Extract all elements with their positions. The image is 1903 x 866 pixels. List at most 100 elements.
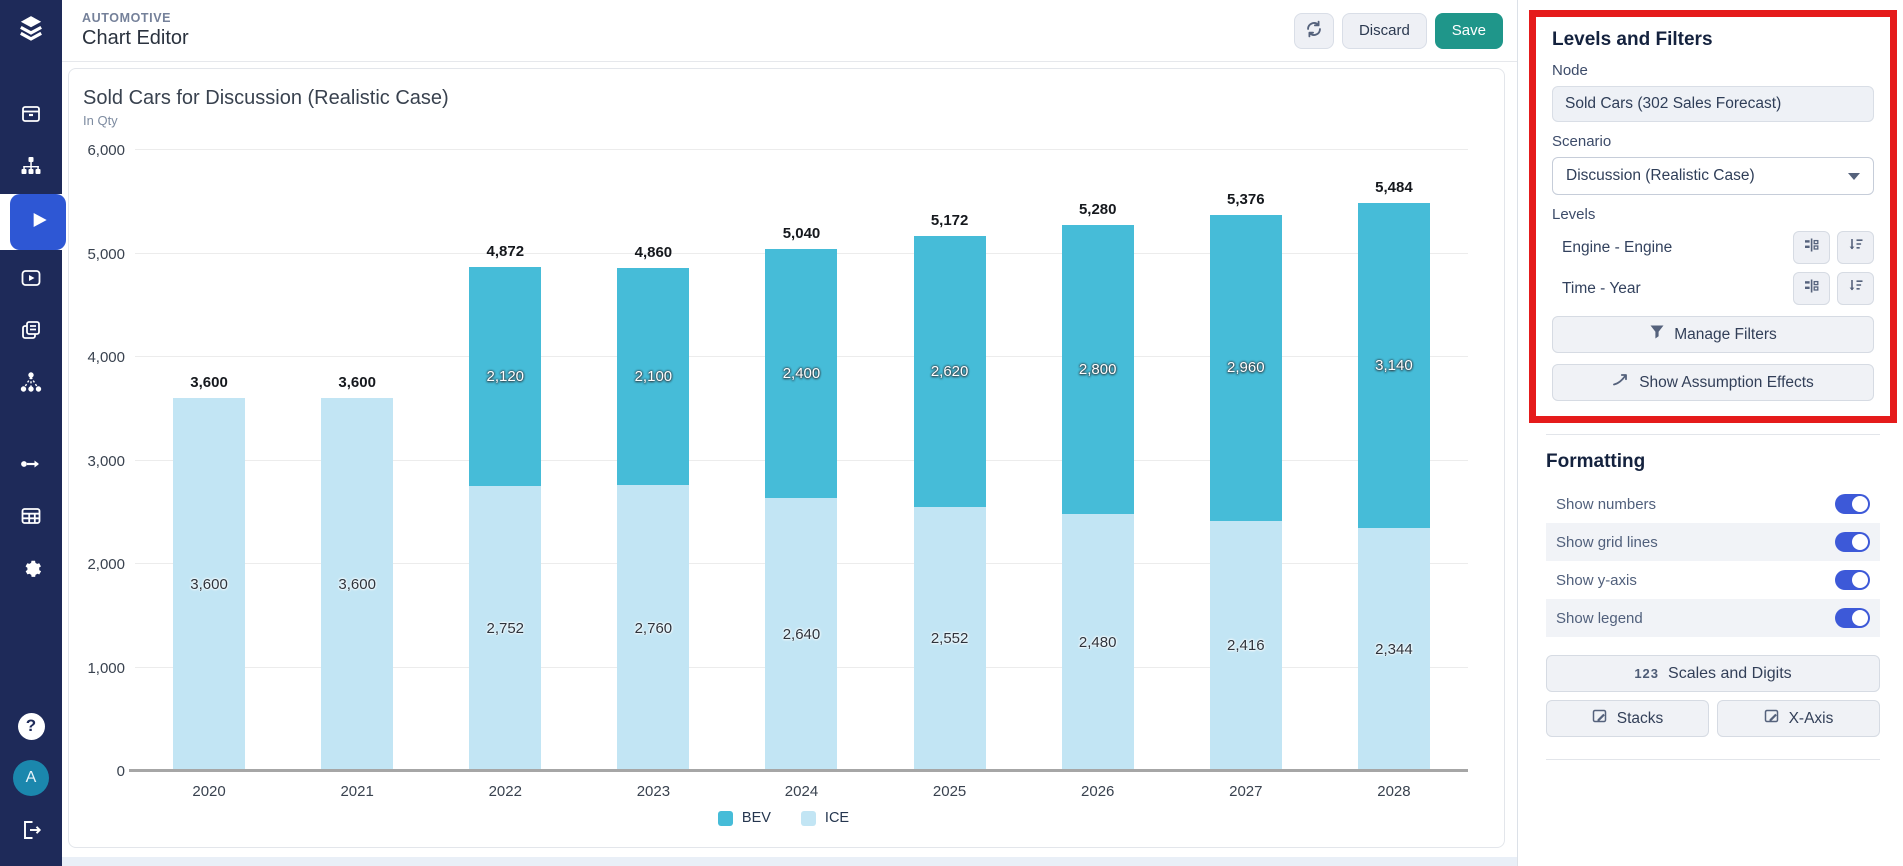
show-assumption-effects-button[interactable]: Show Assumption Effects xyxy=(1552,364,1874,401)
sidebar-item-model[interactable] xyxy=(0,140,62,192)
y-axis-tick-label: 4,000 xyxy=(87,349,125,366)
top-header: AUTOMOTIVE Chart Editor xyxy=(62,0,1517,62)
toggle-row-show-grid-lines: Show grid lines xyxy=(1546,523,1880,561)
bar-segment-bev[interactable]: 3,140 xyxy=(1357,203,1430,529)
x-axis-button[interactable]: X-Axis xyxy=(1717,700,1880,737)
level-select-button[interactable] xyxy=(1793,272,1830,305)
edit-box-icon xyxy=(1592,708,1608,729)
toggle-label: Show numbers xyxy=(1556,495,1657,513)
total-label: 4,860 xyxy=(634,244,673,261)
chevron-down-icon xyxy=(1848,172,1860,180)
play-icon xyxy=(25,207,51,238)
sidebar-item-logout[interactable] xyxy=(0,804,62,856)
save-button[interactable]: Save xyxy=(1434,12,1503,49)
bar-group-2024[interactable]: 5,040 2,400 2,640 xyxy=(727,150,875,771)
legend-label: ICE xyxy=(824,810,850,826)
table-icon xyxy=(19,504,43,528)
avatar: A xyxy=(13,760,49,796)
show-assumption-label: Show Assumption Effects xyxy=(1639,373,1814,391)
bar-segment-ice[interactable]: 2,640 xyxy=(765,497,838,771)
toggle-row-show-numbers: Show numbers xyxy=(1546,485,1880,523)
sidebar-item-simulation-active[interactable] xyxy=(10,194,66,250)
bar-segment-bev[interactable]: 2,400 xyxy=(765,249,838,498)
bar-segment-bev[interactable]: 2,960 xyxy=(1209,214,1282,521)
bar-segment-ice[interactable]: 3,600 xyxy=(321,398,394,771)
right-panel: Levels and Filters Node Sold Cars (302 S… xyxy=(1517,0,1903,866)
sort-descending-icon xyxy=(1848,237,1864,258)
discard-button[interactable]: Discard xyxy=(1341,12,1427,49)
stacked-bar: 3,140 2,344 xyxy=(1357,203,1430,771)
sidebar-item-settings[interactable] xyxy=(0,542,62,594)
layers-logo-icon xyxy=(16,14,46,44)
legend-label: BEV xyxy=(741,810,771,826)
bar-segment-ice[interactable]: 2,344 xyxy=(1357,528,1430,771)
level-name: Engine - Engine xyxy=(1562,238,1673,256)
scales-and-digits-button[interactable]: 123 Scales and Digits xyxy=(1546,655,1880,692)
total-label: 5,376 xyxy=(1227,190,1265,208)
legend-item-ice[interactable]: ICE xyxy=(800,810,850,826)
legend-item-bev[interactable]: BEV xyxy=(717,810,771,826)
total-label: 3,600 xyxy=(338,374,376,392)
network-nodes-icon xyxy=(19,370,43,394)
bar-group-2027[interactable]: 5,376 2,960 2,416 xyxy=(1172,150,1320,771)
bar-segment-ice[interactable]: 3,600 xyxy=(173,398,246,771)
x-axis-baseline xyxy=(129,769,1468,772)
show-grid-lines-toggle[interactable] xyxy=(1835,532,1870,552)
bar-segment-ice[interactable]: 2,416 xyxy=(1209,520,1282,771)
level-sort-button[interactable] xyxy=(1837,231,1874,264)
scenario-select[interactable]: Discussion (Realistic Case) xyxy=(1552,157,1874,195)
stacks-button[interactable]: Stacks xyxy=(1546,700,1709,737)
bar-segment-ice[interactable]: 2,552 xyxy=(913,506,986,771)
bar-segment-ice[interactable]: 2,760 xyxy=(617,485,690,771)
sidebar-active-row xyxy=(0,194,66,250)
bar-group-2025[interactable]: 5,172 2,620 2,552 xyxy=(876,150,1024,771)
bar-group-2020[interactable]: 3,600 3,600 xyxy=(135,150,283,771)
level-sort-button[interactable] xyxy=(1837,272,1874,305)
bar-segment-ice[interactable]: 2,752 xyxy=(469,486,542,771)
app-logo[interactable] xyxy=(0,0,62,58)
x-axis-tick-label: 2028 xyxy=(1377,783,1411,800)
stacked-bar: 2,800 2,480 xyxy=(1061,224,1134,771)
bar-segment-bev[interactable]: 2,100 xyxy=(617,268,690,486)
bar-group-2023[interactable]: 4,860 2,100 2,760 xyxy=(579,150,727,771)
level-select-button[interactable] xyxy=(1793,231,1830,264)
manage-filters-button[interactable]: Manage Filters xyxy=(1552,316,1874,353)
sidebar-item-tables[interactable] xyxy=(0,490,62,542)
trend-arrow-icon xyxy=(1612,372,1630,393)
bar-segment-bev[interactable]: 2,620 xyxy=(913,235,986,507)
y-axis-tick-label: 3,000 xyxy=(87,452,125,470)
bar-group-2022[interactable]: 4,872 2,120 2,752 xyxy=(431,150,579,771)
bottom-strip xyxy=(62,857,1517,866)
refresh-button[interactable] xyxy=(1293,12,1334,49)
breadcrumb: AUTOMOTIVE xyxy=(82,11,172,25)
sidebar-item-flows[interactable] xyxy=(0,438,62,490)
bar-segment-ice[interactable]: 2,480 xyxy=(1061,514,1134,771)
show-numbers-toggle[interactable] xyxy=(1835,494,1870,514)
page-title: Chart Editor xyxy=(82,27,189,49)
x-axis-tick-label: 2021 xyxy=(340,783,374,800)
toggle-knob xyxy=(1852,572,1868,588)
logout-icon xyxy=(19,818,43,842)
gear-icon xyxy=(19,556,44,581)
user-avatar[interactable]: A xyxy=(0,752,62,804)
bar-segment-bev[interactable]: 2,120 xyxy=(469,266,542,487)
gridline xyxy=(135,149,1468,150)
sidebar-item-reports[interactable] xyxy=(0,304,62,356)
show-legend-toggle[interactable] xyxy=(1835,608,1870,628)
y-axis-tick-label: 1,000 xyxy=(87,659,125,677)
bar-group-2026[interactable]: 5,280 2,800 2,480 xyxy=(1024,150,1172,771)
sidebar-item-workspace[interactable] xyxy=(0,88,62,140)
sidebar-item-drivers[interactable] xyxy=(0,356,62,408)
refresh-icon xyxy=(1303,18,1325,44)
bar-group-2021[interactable]: 3,600 3,600 xyxy=(283,150,431,771)
sidebar-item-help[interactable]: ? xyxy=(0,700,62,752)
show-y-axis-toggle[interactable] xyxy=(1835,570,1870,590)
sidebar-item-presentations[interactable] xyxy=(0,252,62,304)
levels-filters-heading: Levels and Filters xyxy=(1552,29,1713,50)
total-label: 5,172 xyxy=(930,211,969,229)
stacks-label: Stacks xyxy=(1616,709,1664,727)
bar-segment-bev[interactable]: 2,800 xyxy=(1061,224,1134,515)
node-field[interactable]: Sold Cars (302 Sales Forecast) xyxy=(1552,86,1874,122)
sitemap-icon xyxy=(19,154,43,178)
bar-group-2028[interactable]: 5,484 3,140 2,344 xyxy=(1320,150,1468,771)
